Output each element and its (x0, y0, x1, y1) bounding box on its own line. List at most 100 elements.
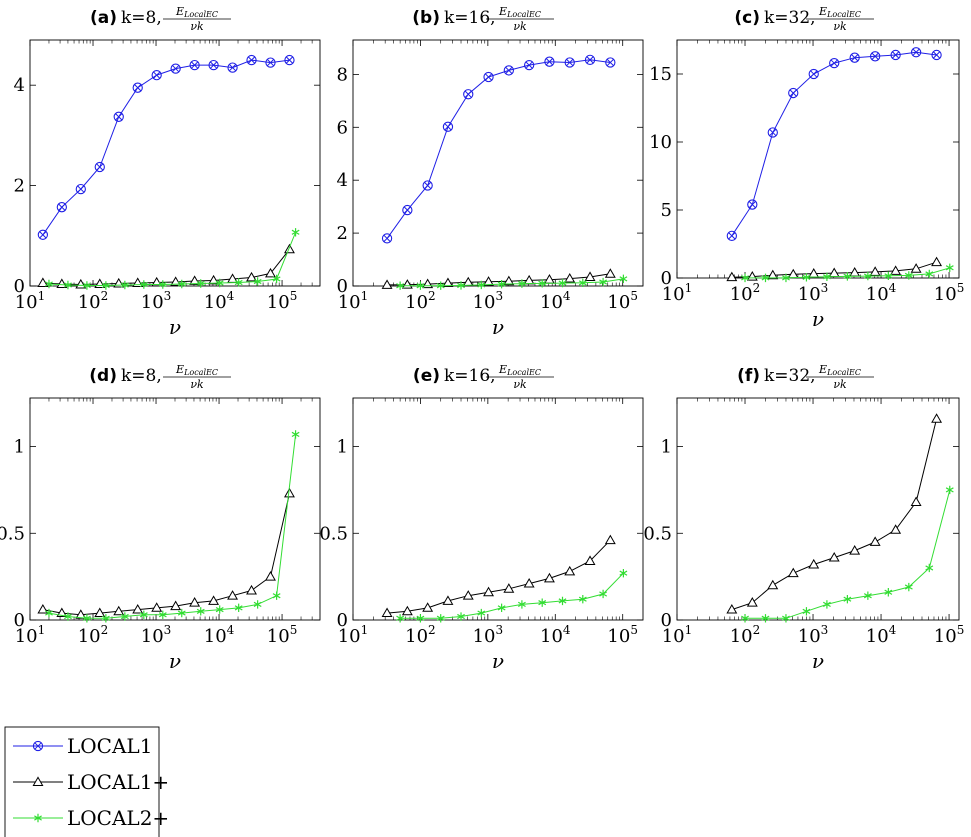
marker-asterisk (177, 279, 186, 289)
panel-title-letter: (b) (412, 8, 440, 28)
x-tick-exponent: 4 (889, 281, 897, 295)
x-axis-label: ν (169, 649, 181, 673)
panel-title-frac-numerator: ELocalEC (175, 363, 218, 377)
panel-title-k: k=32, (764, 366, 816, 386)
x-tick-label: 103 (473, 623, 504, 647)
marker-otimes (747, 199, 758, 210)
x-tick-exponent: 4 (227, 623, 235, 637)
marker-otimes (605, 57, 616, 68)
x-tick-label: 105 (934, 281, 965, 305)
x-tick-exponent: 2 (101, 289, 109, 303)
marker-otimes-cross (892, 51, 900, 59)
marker-otimes-cross (115, 113, 123, 121)
marker-otimes (564, 57, 575, 68)
x-tick-exponent: 2 (753, 623, 761, 637)
marker-otimes-cross (444, 123, 452, 131)
marker-triangle (284, 487, 295, 498)
marker-triangle (890, 265, 902, 275)
marker-asterisk (599, 589, 608, 599)
marker-otimes (849, 52, 860, 63)
marker-otimes (726, 230, 737, 241)
marker-triangle (132, 603, 144, 614)
marker-otimes-cross (810, 70, 818, 78)
marker-triangle (227, 590, 239, 600)
marker-otimes-cross (789, 89, 797, 97)
panel-title-letter: (a) (90, 8, 117, 28)
marker-otimes (32, 740, 44, 752)
marker-otimes (767, 127, 778, 138)
marker-asterisk (558, 596, 567, 606)
marker-otimes (584, 54, 596, 65)
series-line (386, 59, 611, 239)
marker-asterisk (945, 263, 954, 272)
marker-triangle (113, 605, 125, 616)
axis-frame (676, 397, 960, 621)
marker-asterisk (822, 272, 831, 281)
x-tick-exponent: 1 (361, 289, 369, 303)
marker-otimes (381, 233, 393, 244)
marker-asterisk (457, 281, 465, 290)
marker-triangle (910, 496, 922, 507)
series-local1-plus (381, 534, 616, 618)
marker-asterisk (196, 279, 205, 288)
marker-triangle (208, 595, 220, 605)
marker-otimes (132, 82, 143, 93)
series-line (42, 59, 290, 236)
series-line (48, 232, 297, 286)
panel-title-frac-subscript: LocalEC (183, 10, 218, 19)
series-line (387, 273, 611, 286)
legend-label: LOCAL2+ (67, 806, 169, 830)
marker-asterisk (761, 614, 770, 623)
series-line (731, 51, 937, 237)
marker-otimes-cross (505, 66, 513, 74)
marker-triangle (189, 597, 201, 607)
x-tick-exponent: 4 (563, 623, 571, 637)
y-tick-label: 8 (337, 64, 348, 85)
marker-otimes-cross (266, 59, 275, 67)
marker-asterisk (741, 273, 749, 283)
marker-asterisk (196, 607, 205, 616)
marker-triangle (284, 243, 295, 254)
marker-asterisk (436, 281, 445, 290)
marker-otimes (189, 59, 200, 71)
marker-otimes-cross (933, 51, 941, 59)
marker-triangle (401, 605, 413, 616)
series-local1-plus (381, 268, 616, 289)
marker-otimes-cross (851, 54, 859, 62)
x-tick-exponent: 5 (290, 623, 298, 637)
marker-otimes (829, 57, 840, 69)
marker-asterisk (253, 600, 262, 609)
marker-asterisk (497, 279, 506, 289)
marker-asterisk (761, 273, 770, 283)
x-tick-label: 103 (798, 623, 829, 647)
marker-asterisk (34, 813, 42, 823)
series-line (731, 418, 938, 611)
marker-triangle (910, 263, 922, 273)
y-tick-label: 0 (14, 610, 25, 631)
x-tick-label: 105 (934, 623, 965, 647)
marker-triangle (767, 579, 779, 590)
marker-otimes-cross (586, 56, 594, 64)
marker-triangle (32, 776, 44, 786)
marker-otimes-cross (424, 181, 432, 190)
marker-otimes (56, 202, 67, 213)
marker-asterisk (64, 612, 72, 621)
marker-otimes-cross (484, 73, 493, 81)
x-tick-label: 105 (607, 623, 638, 647)
marker-otimes-cross (191, 61, 199, 69)
marker-otimes (265, 57, 276, 68)
y-tick-label: 10 (649, 132, 672, 153)
marker-triangle (151, 602, 163, 612)
marker-triangle (931, 256, 943, 267)
series-local1 (726, 47, 942, 241)
y-tick-label: 0.5 (0, 523, 25, 544)
marker-triangle (584, 271, 596, 281)
marker-otimes (94, 161, 105, 173)
marker-triangle (849, 266, 861, 277)
marker-triangle (828, 551, 840, 562)
marker-asterisk (538, 279, 547, 288)
